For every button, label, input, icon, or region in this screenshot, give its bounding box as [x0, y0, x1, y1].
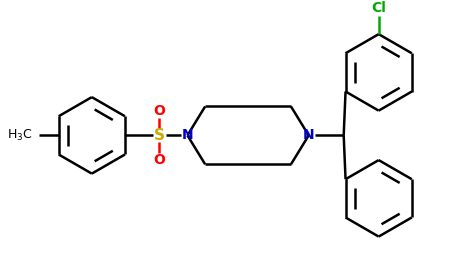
Text: O: O: [154, 104, 165, 118]
Text: S: S: [154, 128, 165, 143]
Text: H$_3$C: H$_3$C: [8, 128, 33, 143]
Text: N: N: [303, 128, 315, 142]
Text: N: N: [182, 128, 193, 142]
Text: O: O: [154, 153, 165, 167]
Text: Cl: Cl: [371, 1, 386, 15]
